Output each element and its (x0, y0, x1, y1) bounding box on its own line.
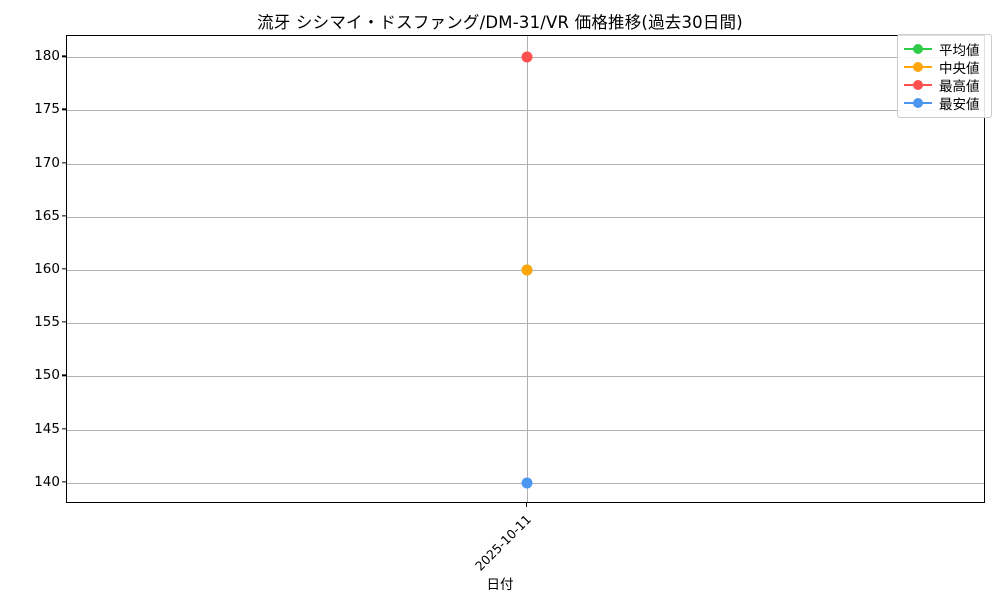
legend-label: 最高値 (939, 79, 980, 95)
gridline-horizontal (67, 216, 984, 218)
y-tick-label: 175 (34, 101, 60, 118)
x-axis-title: 日付 (486, 577, 514, 593)
legend-label: 平均値 (939, 43, 980, 59)
x-tick-mark (525, 503, 527, 507)
legend-marker-icon (903, 96, 933, 110)
y-tick-mark (62, 215, 66, 217)
x-tick-label: 2025-10-11 (471, 511, 534, 574)
gridline-horizontal (67, 376, 984, 378)
x-axis-tick-marks (0, 503, 1000, 508)
legend-label: 中央値 (939, 61, 980, 77)
data-point-marker[interactable] (521, 51, 532, 63)
legend-marker-icon (903, 42, 933, 56)
legend-marker-icon (903, 78, 933, 92)
y-tick-label: 170 (34, 154, 60, 171)
y-tick-mark (62, 55, 66, 57)
y-tick-mark (62, 374, 66, 377)
chart-legend[interactable]: 平均値中央値最高値最安値 (897, 34, 992, 118)
legend-item-3[interactable]: 最安値 (903, 94, 985, 113)
gridline-horizontal (67, 110, 984, 112)
gridline-horizontal (67, 323, 984, 325)
y-axis-tick-labels: 140 145 150 155 160 165 170 175 180 (8, 0, 60, 600)
data-point-marker[interactable] (521, 264, 532, 276)
y-tick-label: 165 (34, 207, 60, 224)
chart-title: 流牙 シシマイ・ドスファング/DM-31/VR 価格推移(過去30日間) (257, 13, 743, 32)
plot-area (66, 35, 985, 503)
y-tick-label: 155 (34, 314, 60, 331)
legend-item-1[interactable]: 中央値 (903, 58, 985, 77)
y-tick-label: 160 (34, 261, 60, 277)
legend-marker-icon (903, 60, 933, 74)
gridline-horizontal (67, 429, 984, 431)
legend-item-2[interactable]: 最高値 (903, 76, 985, 95)
y-tick-label: 180 (34, 48, 60, 65)
x-axis-tick-labels: 2025-10-11 (0, 509, 1000, 573)
legend-label: 最安値 (939, 97, 980, 113)
y-tick-mark (62, 427, 66, 430)
y-tick-mark (62, 481, 66, 483)
y-tick-mark (62, 108, 66, 111)
y-tick-label: 150 (34, 367, 60, 384)
y-tick-mark (62, 161, 66, 164)
y-axis-tick-marks (62, 0, 67, 600)
y-tick-mark (62, 321, 66, 323)
y-tick-label: 140 (34, 473, 60, 490)
legend-item-0[interactable]: 平均値 (903, 40, 985, 59)
y-tick-mark (62, 268, 66, 270)
y-tick-label: 145 (34, 420, 60, 437)
data-point-marker[interactable] (521, 477, 532, 489)
gridline-horizontal (67, 163, 984, 165)
